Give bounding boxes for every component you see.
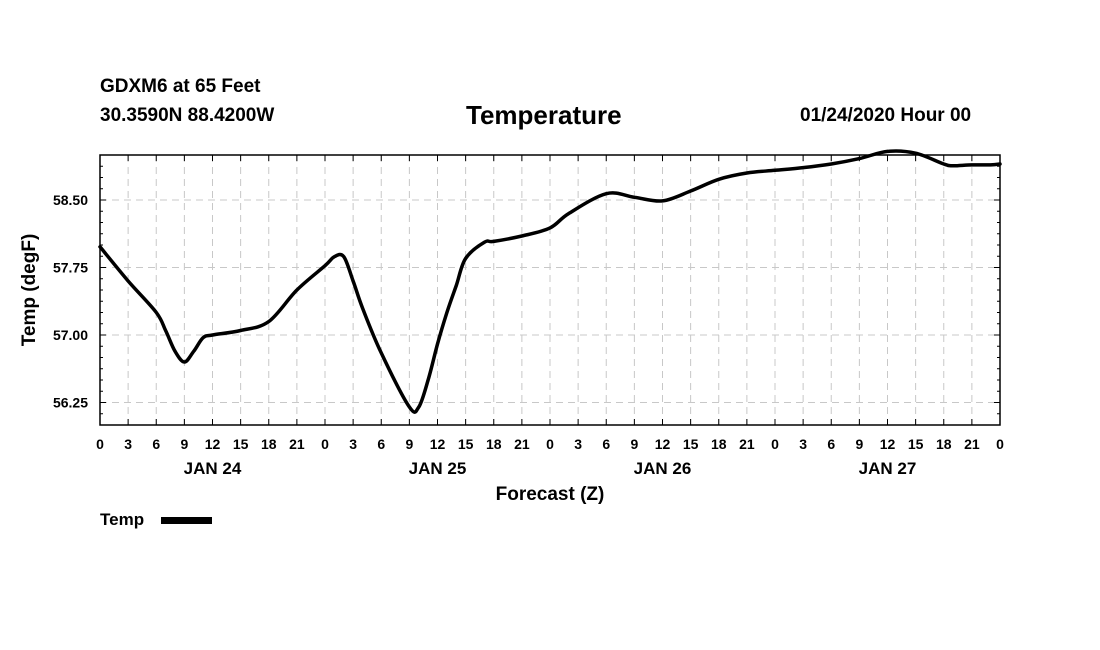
y-tick-label: 57.00 <box>53 327 88 343</box>
station-name: GDXM6 at 65 Feet <box>100 76 261 97</box>
x-tick-label: 21 <box>739 436 755 452</box>
x-tick-label: 3 <box>799 436 807 452</box>
x-tick-label: 6 <box>152 436 160 452</box>
y-tick-label: 58.50 <box>53 192 88 208</box>
x-tick-label: 15 <box>458 436 474 452</box>
day-label: JAN 27 <box>859 459 917 478</box>
x-tick-label: 21 <box>289 436 305 452</box>
x-tick-label: 18 <box>486 436 502 452</box>
x-tick-label: 9 <box>405 436 413 452</box>
x-tick-label: 6 <box>827 436 835 452</box>
x-tick-label: 6 <box>377 436 385 452</box>
x-tick-label: 0 <box>771 436 779 452</box>
axis-labels: 0 3 6 9 12 15 18 21 0 3 6 9 12 15 18 21 0 3 6 9 12 15 18 21 0 3 6 9… <box>53 192 1004 478</box>
x-tick-label: 18 <box>936 436 952 452</box>
run-datetime: 01/24/2020 Hour 00 <box>800 105 972 126</box>
x-tick-label: 15 <box>683 436 699 452</box>
x-tick-label: 18 <box>711 436 727 452</box>
x-tick-label: 0 <box>996 436 1004 452</box>
x-tick-label: 18 <box>261 436 277 452</box>
x-tick-label: 3 <box>349 436 357 452</box>
x-tick-label: 0 <box>546 436 554 452</box>
y-tick-label: 56.25 <box>53 395 88 411</box>
series-layer <box>98 149 1002 414</box>
x-tick-label: 3 <box>574 436 582 452</box>
x-tick-label: 3 <box>124 436 132 452</box>
x-tick-label: 12 <box>880 436 896 452</box>
x-tick-label: 9 <box>855 436 863 452</box>
x-tick-label: 15 <box>233 436 249 452</box>
x-tick-label: 9 <box>180 436 188 452</box>
day-label: JAN 26 <box>634 459 692 478</box>
x-tick-label: 0 <box>321 436 329 452</box>
grid <box>100 155 1000 425</box>
series-line-temp <box>98 149 1002 414</box>
day-label: JAN 24 <box>184 459 242 478</box>
y-axis-title: Temp (degF) <box>19 234 40 347</box>
plot-frame <box>99 154 1001 426</box>
x-tick-label: 6 <box>602 436 610 452</box>
x-axis-title: Forecast (Z) <box>496 484 605 505</box>
x-tick-label: 12 <box>655 436 671 452</box>
legend-label: Temp <box>100 510 144 529</box>
x-tick-label: 0 <box>96 436 104 452</box>
x-tick-label: 21 <box>964 436 980 452</box>
chart-title: Temperature <box>466 100 622 130</box>
x-tick-label: 21 <box>514 436 530 452</box>
x-tick-label: 12 <box>430 436 446 452</box>
x-tick-label: 9 <box>630 436 638 452</box>
y-tick-label: 57.75 <box>53 260 88 276</box>
x-tick-label: 12 <box>205 436 221 452</box>
x-tick-label: 15 <box>908 436 924 452</box>
station-coords: 30.3590N 88.4200W <box>100 105 275 126</box>
legend-swatch <box>161 517 212 524</box>
day-label: JAN 25 <box>409 459 467 478</box>
